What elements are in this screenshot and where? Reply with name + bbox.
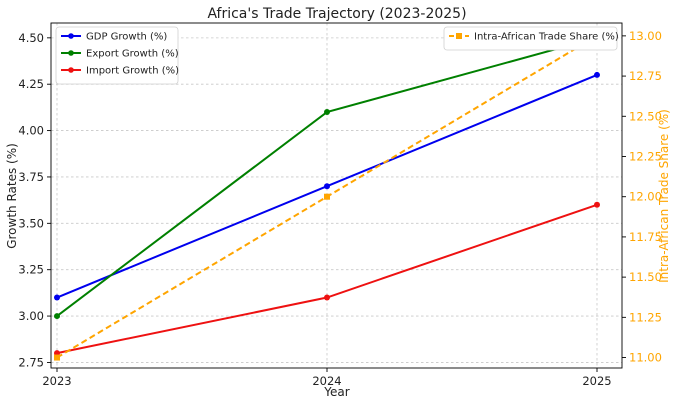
tick-label-right: 12.50	[629, 109, 662, 123]
legend-label: Import Growth (%)	[86, 66, 179, 77]
tick-label-left: 4.50	[18, 31, 44, 45]
tick-label-right: 12.25	[629, 149, 662, 163]
y-axis-label: Growth Rates (%)	[5, 143, 19, 249]
legend-label: GDP Growth (%)	[86, 32, 167, 43]
tick-label-left: 3.75	[18, 170, 44, 184]
data-point-import-growth	[594, 201, 600, 208]
left-axis-ticks: 2.75 3.00 3.25 3.50 3.75 4.00 4.25 4.50	[18, 31, 51, 369]
data-point-import-growth	[324, 294, 330, 301]
x-axis-label: Year	[323, 385, 349, 399]
data-point-gdp-growth	[54, 294, 60, 301]
y-axis-right-label: Intra-African Trade Share (%)	[657, 109, 671, 283]
tick-label-left: 4.25	[18, 77, 44, 91]
plot-frame	[50, 22, 623, 369]
legend-right-box	[443, 26, 618, 51]
tick-label-left: 4.00	[18, 124, 44, 138]
tick-label-left: 3.00	[18, 309, 44, 323]
legend-left: GDP Growth (%) Export Growth (%) Import Gr…	[55, 26, 179, 85]
chart-title: Africa's Trade Trajectory (2023-2025)	[207, 6, 466, 22]
data-point-gdp-growth	[594, 71, 600, 78]
x-axis-ticks: 2023 2024 2025	[42, 368, 612, 388]
legend-label: Export Growth (%)	[86, 49, 179, 60]
data-point-intra-african-trade-share	[324, 193, 330, 200]
tick-label-left: 3.25	[18, 263, 44, 277]
tick-label-right: 11.75	[629, 230, 662, 244]
tick-label-left: 2.75	[18, 355, 44, 369]
legend-left-box	[55, 26, 179, 85]
data-point-export-growth	[324, 109, 330, 116]
tick-label-right: 12.75	[629, 69, 662, 83]
tick-label-right: 11.50	[629, 270, 662, 284]
data-point-export-growth	[54, 313, 60, 320]
tick-label-right: 13.00	[629, 29, 662, 43]
tick-label-right: 11.25	[629, 310, 662, 324]
legend-right: Intra-African Trade Share (%)	[443, 26, 619, 51]
tick-label-x: 2025	[582, 374, 611, 388]
right-axis-ticks: 11.00 11.25 11.50 11.75 12.00 12.25 12.50 12.75…	[622, 29, 662, 365]
legend-marker	[68, 67, 74, 73]
tick-label-x: 2023	[42, 374, 71, 388]
data-point-gdp-growth	[324, 183, 330, 190]
legend-marker	[68, 33, 74, 39]
legend-marker	[68, 50, 74, 56]
data-point-intra-african-trade-share	[54, 354, 60, 361]
tick-label-right: 11.00	[629, 351, 662, 365]
tick-label-left: 3.50	[18, 216, 44, 230]
tick-label-x: 2024	[312, 374, 341, 388]
legend-label: Intra-African Trade Share (%)	[474, 32, 619, 43]
legend-marker	[456, 33, 462, 39]
tick-label-right: 12.00	[629, 190, 662, 204]
